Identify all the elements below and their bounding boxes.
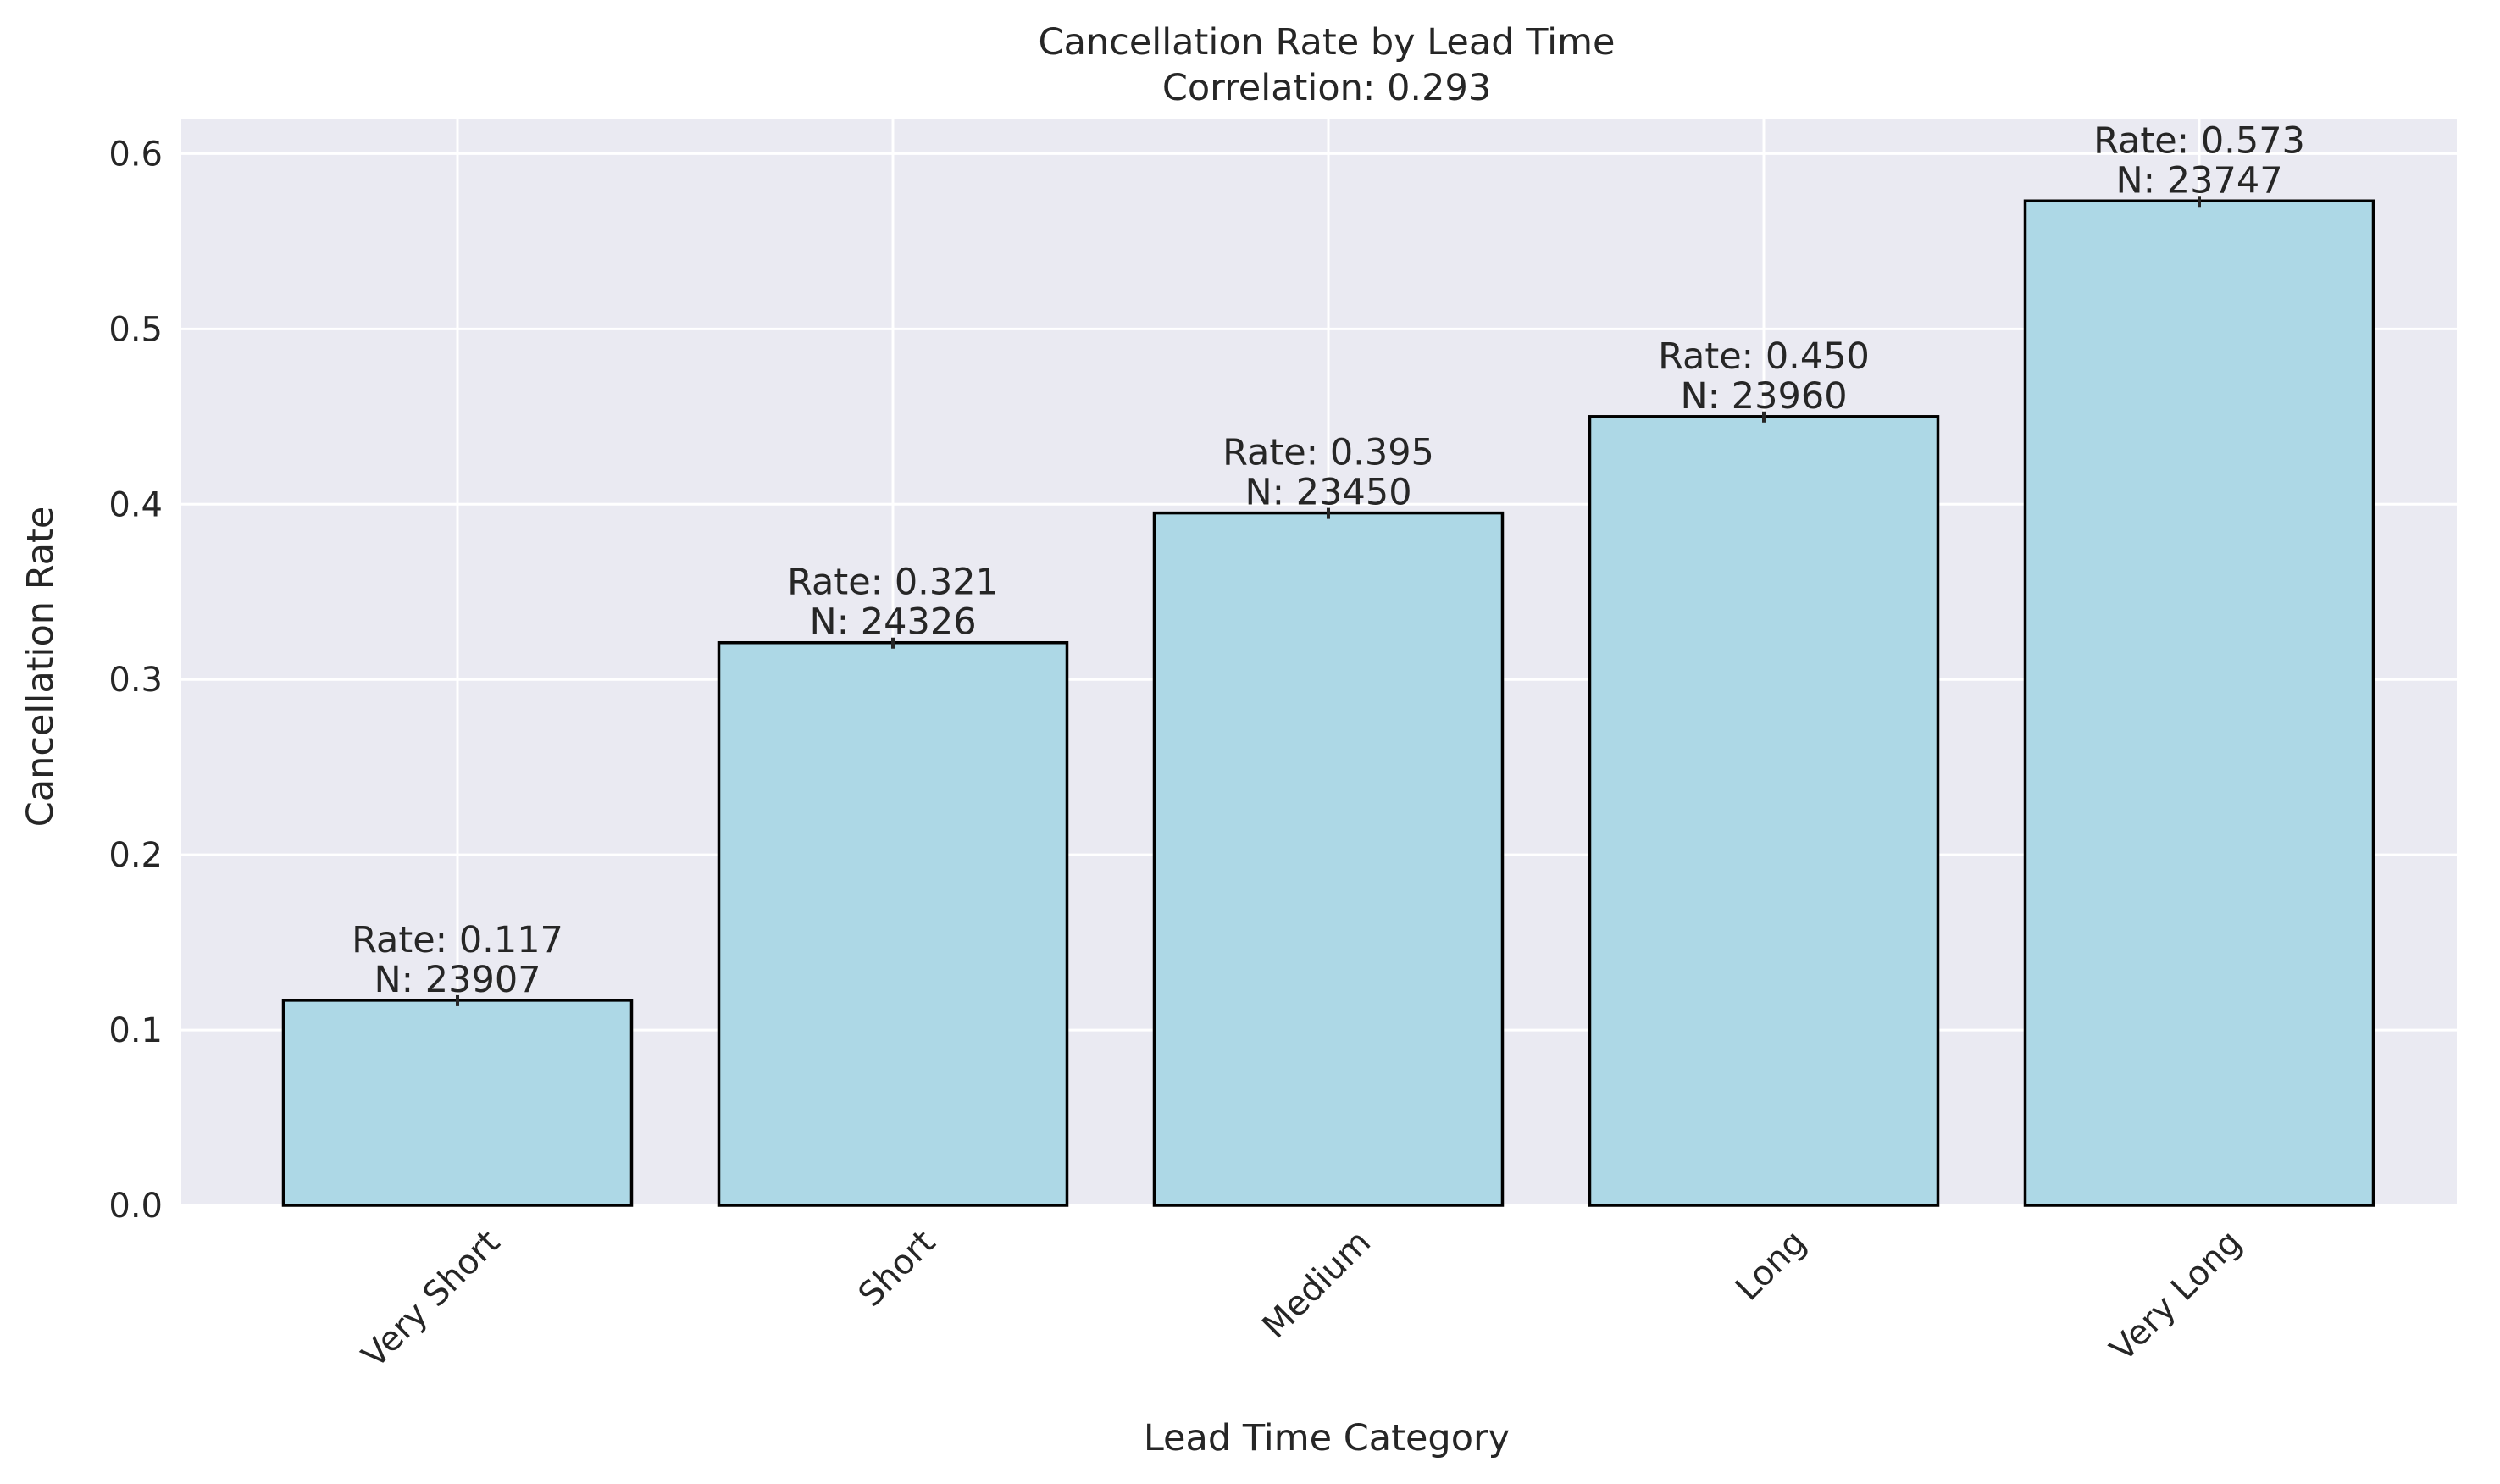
bar [717, 640, 1069, 1207]
bar [1152, 511, 1505, 1207]
y-tick-label: 0.4 [108, 485, 163, 524]
x-tick-label: Short [851, 1223, 943, 1315]
bar-rate-label: Rate: 0.395 [1222, 432, 1434, 474]
x-tick-label: Medium [1255, 1223, 1378, 1347]
bar-count-label: N: 23907 [374, 959, 540, 1001]
y-tick-label: 0.3 [108, 661, 163, 700]
bar-count-label: N: 23450 [1244, 472, 1411, 514]
x-tick-label: Very Long [2103, 1223, 2249, 1370]
x-tick-label: Long [1728, 1223, 1814, 1309]
y-tick-label: 0.6 [108, 135, 163, 174]
y-tick-label: 0.2 [108, 836, 163, 875]
x-tick-label: Very Short [355, 1223, 507, 1376]
bar-rate-label: Rate: 0.117 [352, 919, 563, 961]
y-tick-label: 0.1 [108, 1011, 163, 1050]
bar-count-label: N: 24326 [809, 601, 976, 644]
x-axis-label: Lead Time Category [1144, 1417, 1510, 1459]
bar-rate-label: Rate: 0.450 [1658, 335, 1870, 378]
y-axis-ticks: 0.0 0.1 0.2 0.3 0.4 0.5 0.6 [108, 135, 163, 1226]
y-tick-label: 0.0 [108, 1187, 163, 1226]
bar [281, 999, 634, 1207]
bar [1588, 415, 1940, 1207]
bar [2023, 199, 2375, 1207]
bars [281, 196, 2375, 1207]
y-axis-label: Cancellation Rate [19, 507, 62, 828]
x-axis-ticks: Very Short Short Medium Long Very Long [355, 1223, 2249, 1376]
chart-subtitle: Correlation: 0.293 [1162, 67, 1491, 109]
bar-rate-label: Rate: 0.321 [787, 562, 999, 604]
bar-count-label: N: 23960 [1680, 375, 1847, 418]
bar-count-label: N: 23747 [2115, 159, 2282, 202]
chart-title: Cancellation Rate by Lead Time [1039, 21, 1616, 64]
y-tick-label: 0.5 [108, 310, 163, 349]
bar-rate-label: Rate: 0.573 [2093, 119, 2305, 162]
